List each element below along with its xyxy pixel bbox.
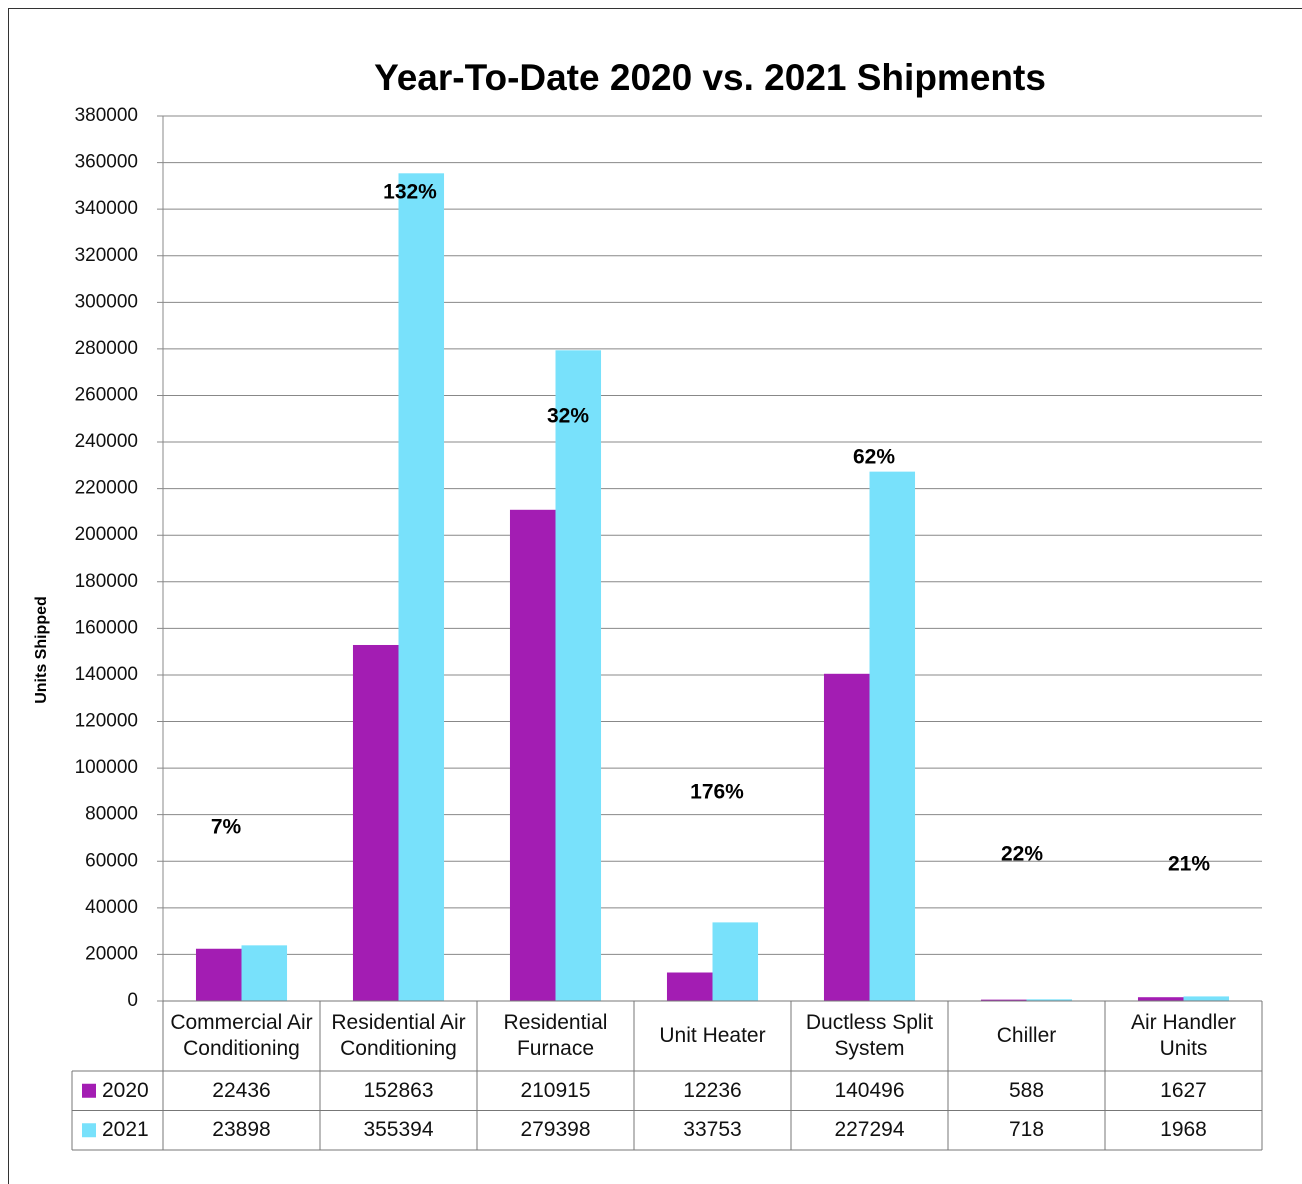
y-tick-label: 40000 — [85, 897, 138, 918]
table-value: 33753 — [683, 1118, 742, 1142]
table-value: 355394 — [363, 1118, 434, 1142]
y-tick-label: 340000 — [75, 198, 138, 219]
table-value: 1968 — [1160, 1118, 1207, 1142]
category-label: Air Handler Units — [1130, 1010, 1237, 1060]
chart-frame — [8, 8, 1302, 1184]
growth-label: 21% — [1168, 853, 1210, 876]
table-value: 23898 — [212, 1118, 271, 1142]
y-tick-label: 200000 — [75, 524, 138, 545]
bar — [509, 509, 556, 1001]
bar — [980, 999, 1027, 1001]
bar — [823, 673, 870, 1001]
table-value: 152863 — [363, 1078, 434, 1102]
bar — [195, 948, 242, 1001]
bar — [869, 471, 916, 1001]
bar — [1026, 999, 1073, 1001]
table-value: 1627 — [1160, 1078, 1207, 1102]
table-value: 227294 — [834, 1118, 905, 1142]
y-tick-label: 60000 — [85, 850, 138, 871]
bar — [352, 644, 399, 1001]
growth-label: 7% — [211, 816, 242, 839]
bar — [241, 945, 288, 1001]
legend-label: 2020 — [102, 1078, 149, 1102]
bar — [712, 922, 759, 1001]
y-tick-label: 240000 — [75, 431, 138, 452]
y-tick-label: 300000 — [75, 291, 138, 312]
y-tick-label: 320000 — [75, 245, 138, 266]
y-tick-label: 380000 — [75, 105, 138, 126]
bar — [1137, 997, 1184, 1001]
growth-label: 32% — [547, 405, 589, 428]
y-tick-label: 180000 — [75, 571, 138, 592]
growth-label: 22% — [1001, 843, 1043, 866]
legend-swatch — [82, 1083, 96, 1098]
category-label: Unit Heater — [659, 1023, 766, 1047]
table-value: 140496 — [834, 1078, 905, 1102]
bar — [398, 173, 445, 1001]
table-value: 279398 — [520, 1118, 591, 1142]
table-value: 22436 — [212, 1078, 271, 1102]
y-tick-label: 100000 — [75, 757, 138, 778]
bar — [555, 350, 602, 1001]
table-value: 588 — [1008, 1078, 1045, 1102]
table-value: 12236 — [683, 1078, 742, 1102]
bar — [666, 972, 713, 1001]
y-tick-label: 260000 — [75, 384, 138, 405]
y-tick-label: 280000 — [75, 338, 138, 359]
y-tick-label: 220000 — [75, 478, 138, 499]
growth-label: 176% — [690, 781, 744, 804]
y-tick-label: 0 — [127, 990, 138, 1011]
bar — [1183, 996, 1230, 1001]
y-axis-title: Units Shipped — [33, 596, 50, 704]
legend-swatch — [82, 1123, 96, 1138]
growth-label: 62% — [853, 446, 895, 469]
category-label: Residential Air Conditioning — [331, 1010, 466, 1060]
category-label: Residential Furnace — [503, 1010, 608, 1060]
legend-label: 2021 — [102, 1118, 149, 1142]
y-tick-label: 120000 — [75, 711, 138, 732]
y-tick-label: 360000 — [75, 152, 138, 173]
category-label: Ductless Split System — [805, 1010, 934, 1060]
y-tick-label: 20000 — [85, 943, 138, 964]
category-label: Chiller — [996, 1023, 1057, 1047]
growth-label: 132% — [383, 181, 437, 204]
category-label: Commercial Air Conditioning — [170, 1010, 313, 1060]
table-value: 718 — [1008, 1118, 1045, 1142]
chart-title: Year-To-Date 2020 vs. 2021 Shipments — [374, 57, 1046, 98]
table-value: 210915 — [520, 1078, 591, 1102]
y-tick-label: 80000 — [85, 804, 138, 825]
y-tick-label: 140000 — [75, 664, 138, 685]
y-tick-label: 160000 — [75, 617, 138, 638]
